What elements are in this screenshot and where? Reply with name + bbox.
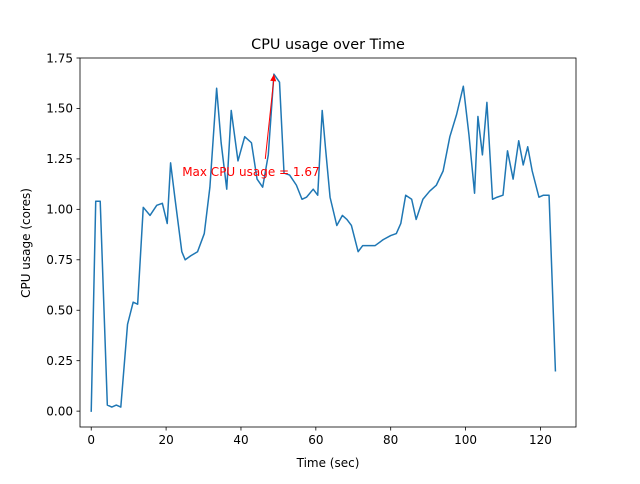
- y-tick-label: 1.75: [46, 51, 73, 65]
- y-tick-label: 1.50: [46, 102, 73, 116]
- x-tick-label: 80: [383, 433, 398, 447]
- plot-area: Max CPU usage = 1.67 0 20 40 60 80 100 120 0.00 0…: [46, 51, 577, 447]
- x-tick-label: 120: [529, 433, 552, 447]
- annotation-arrow-shaft: [264, 78, 275, 159]
- x-tick-label: 100: [454, 433, 477, 447]
- annotation-label: Max CPU usage = 1.67: [182, 165, 319, 179]
- x-tick-label: 0: [87, 433, 95, 447]
- y-tick-label: 0.25: [46, 354, 73, 368]
- y-tick-label: 1.25: [46, 152, 73, 166]
- x-tick-label: 60: [308, 433, 323, 447]
- y-tick-label: 1.00: [46, 203, 73, 217]
- plot-background: [80, 58, 576, 427]
- y-axis-label: CPU usage (cores): [19, 188, 33, 298]
- x-tick-label: 40: [233, 433, 248, 447]
- y-tick-label: 0.50: [46, 304, 73, 318]
- plot-frame: [79, 57, 577, 428]
- annotation-arrow-head: [270, 74, 277, 82]
- x-axis-label: Time (sec): [296, 456, 360, 470]
- x-tick-label: 20: [158, 433, 173, 447]
- chart-title: CPU usage over Time: [251, 37, 405, 53]
- series-line-cpu-usage: [90, 73, 557, 412]
- y-tick-label: 0.00: [46, 404, 73, 418]
- y-tick-label: 0.75: [46, 253, 73, 267]
